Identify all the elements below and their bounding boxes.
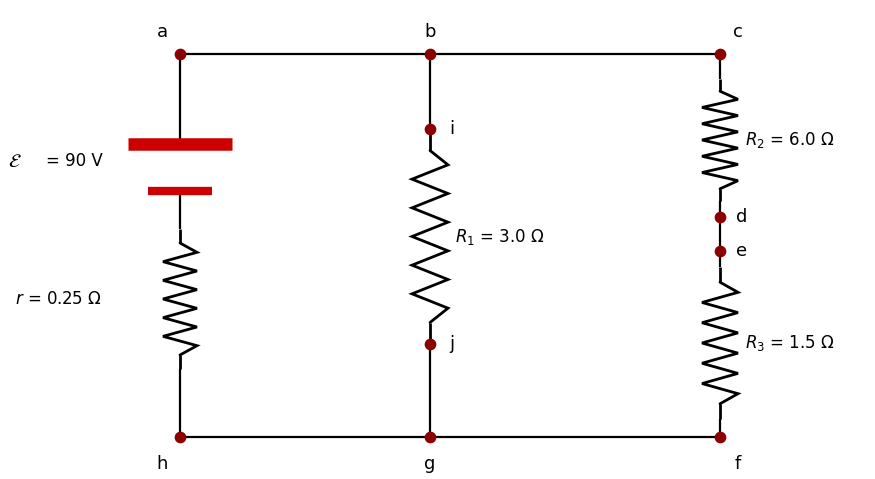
Point [713, 50, 727, 58]
Text: c: c [733, 23, 743, 41]
Point [423, 340, 437, 348]
Text: $R_3$ = 1.5 Ω: $R_3$ = 1.5 Ω [745, 333, 835, 353]
Point [713, 247, 727, 255]
Point [423, 50, 437, 58]
Text: b: b [424, 23, 436, 41]
Point [713, 433, 727, 441]
Point [423, 125, 437, 133]
Point [173, 433, 187, 441]
Text: $R_2$ = 6.0 Ω: $R_2$ = 6.0 Ω [745, 130, 835, 150]
Text: $R_1$ = 3.0 Ω: $R_1$ = 3.0 Ω [455, 227, 545, 247]
Text: a: a [157, 23, 168, 41]
Text: $r$ = 0.25 Ω: $r$ = 0.25 Ω [15, 290, 102, 308]
Text: f: f [735, 455, 741, 473]
Text: d: d [737, 208, 747, 226]
Text: h: h [157, 455, 168, 473]
Point [173, 50, 187, 58]
Text: g: g [424, 455, 436, 473]
Text: = 90 V: = 90 V [46, 152, 102, 170]
Text: i: i [450, 120, 455, 138]
Text: e: e [737, 242, 747, 260]
Text: j: j [450, 335, 455, 353]
Point [713, 213, 727, 221]
Text: $\mathcal{E}$: $\mathcal{E}$ [8, 151, 22, 171]
Point [423, 433, 437, 441]
